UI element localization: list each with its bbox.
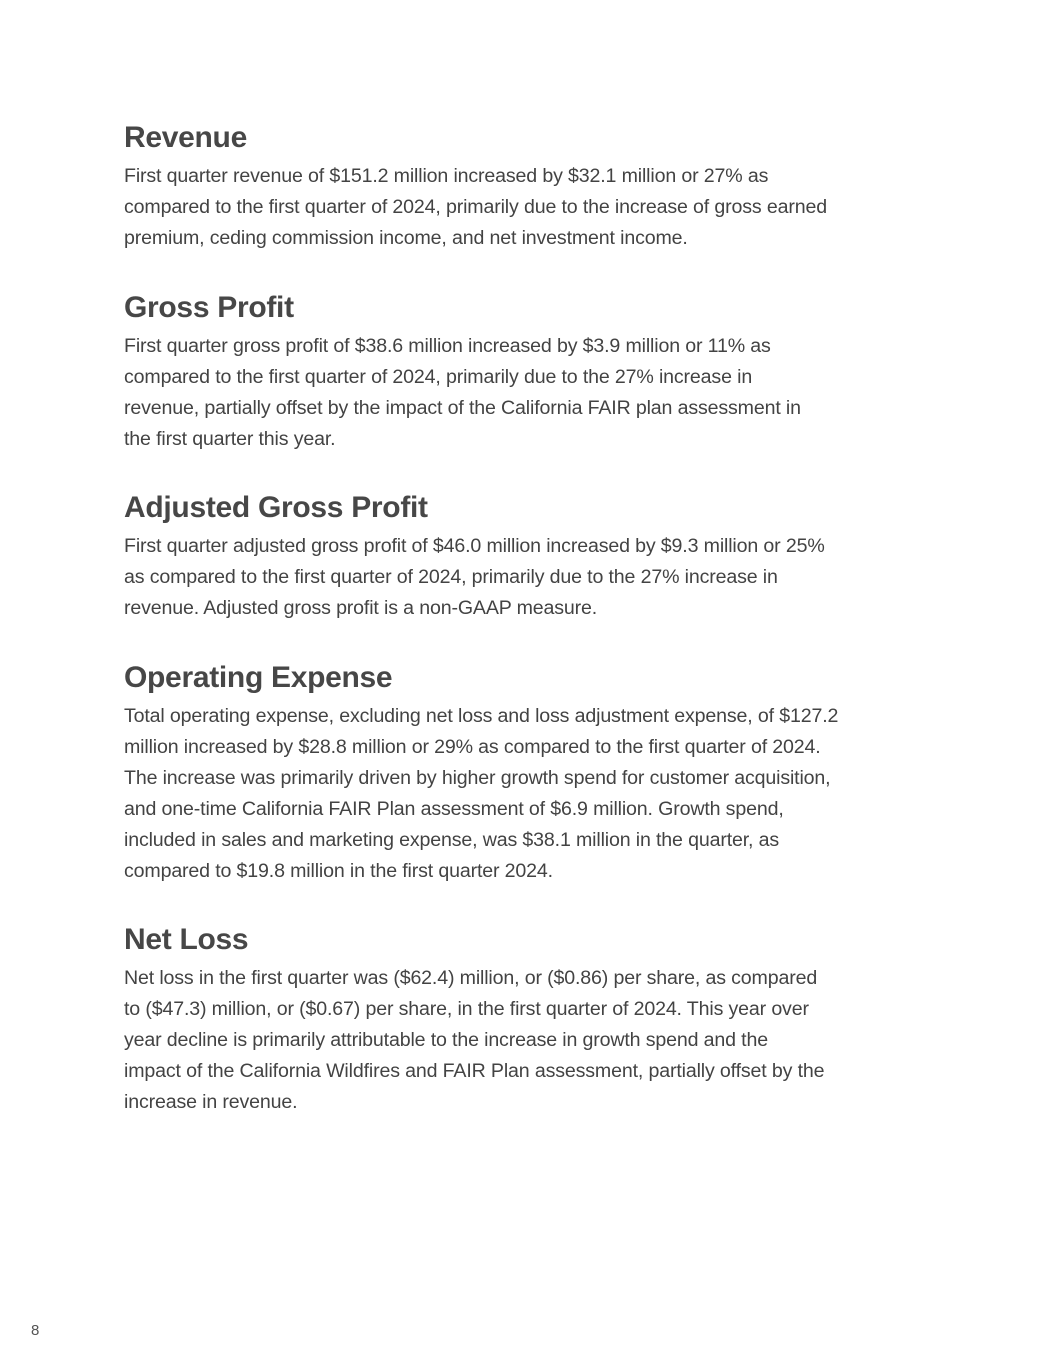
paragraph-line: compared to $19.8 million in the first q…: [124, 859, 553, 882]
page-number: 8: [31, 1322, 40, 1339]
paragraph-line: million increased by $28.8 million or 29…: [124, 735, 821, 758]
paragraph-line: to ($47.3) million, or ($0.67) per share…: [124, 998, 809, 1020]
paragraph-line: Total operating expense, excluding net l…: [124, 704, 839, 727]
section-operating-expense: Operating Expense Total operating expense…: [124, 660, 984, 887]
paragraph-line: revenue. Adjusted gross profit is a non-…: [124, 597, 598, 619]
section-heading: Adjusted Gross Profit: [124, 491, 428, 524]
section-paragraph: First quarter adjusted gross profit of $…: [124, 531, 984, 624]
paragraph-line: impact of the California Wildfires and F…: [124, 1060, 825, 1082]
section-heading: Operating Expense: [124, 660, 393, 694]
section-heading: Gross Profit: [124, 290, 294, 324]
section-heading: Net Loss: [124, 923, 249, 956]
paragraph-line: increase in revenue.: [124, 1091, 298, 1113]
paragraph-line: included in sales and marketing expense,…: [124, 828, 780, 851]
paragraph-line: First quarter adjusted gross profit of $…: [124, 535, 825, 557]
section-net-loss: Net Loss Net loss in the first quarter wa…: [124, 922, 984, 1118]
paragraph-line: compared to the first quarter of 2024, p…: [124, 365, 753, 388]
paragraph-line: The increase was primarily driven by hig…: [124, 766, 831, 789]
section-heading: Revenue: [124, 121, 247, 154]
paragraph-line: as compared to the first quarter of 2024…: [124, 566, 778, 588]
section-revenue: Revenue First quarter revenue of $151.2 m…: [124, 120, 984, 254]
paragraph-line: First quarter revenue of $151.2 million …: [124, 165, 769, 187]
paragraph-line: First quarter gross profit of $38.6 mill…: [124, 334, 771, 357]
document-body: Revenue First quarter revenue of $151.2 m…: [124, 120, 984, 1154]
paragraph-line: year decline is primarily attributable t…: [124, 1029, 768, 1051]
section-paragraph: Net loss in the first quarter was ($62.4…: [124, 963, 984, 1118]
section-paragraph: Total operating expense, excluding net l…: [124, 701, 984, 887]
paragraph-line: premium, ceding commission income, and n…: [124, 227, 688, 249]
section-gross-profit: Gross Profit First quarter gross profit o…: [124, 290, 984, 455]
section-adjusted-gross-profit: Adjusted Gross Profit First quarter adjus…: [124, 490, 984, 624]
section-paragraph: First quarter gross profit of $38.6 mill…: [124, 331, 984, 455]
paragraph-line: the first quarter this year.: [124, 427, 336, 450]
paragraph-line: compared to the first quarter of 2024, p…: [124, 196, 827, 218]
paragraph-line: and one-time California FAIR Plan assess…: [124, 797, 784, 820]
paragraph-line: revenue, partially offset by the impact …: [124, 396, 801, 419]
paragraph-line: Net loss in the first quarter was ($62.4…: [124, 967, 818, 989]
section-paragraph: First quarter revenue of $151.2 million …: [124, 161, 984, 254]
